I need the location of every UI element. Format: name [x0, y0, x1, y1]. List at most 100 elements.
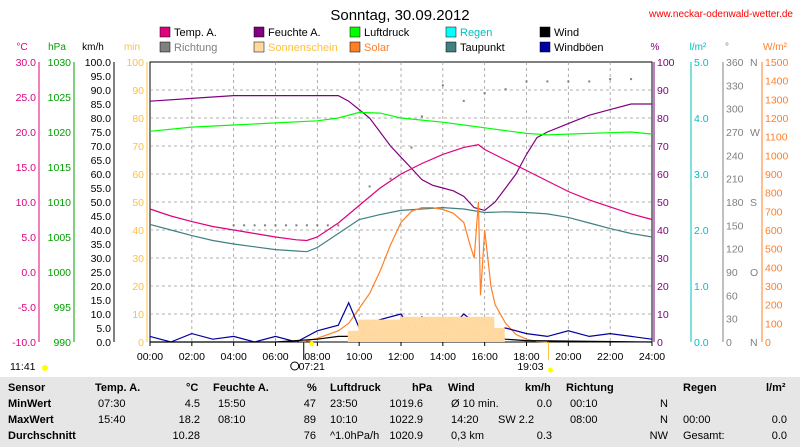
solar-tick-label: 400 [765, 262, 783, 274]
sunrise-icon [309, 341, 315, 347]
direction-point [232, 224, 235, 227]
wind-tick-label: 75.0 [91, 127, 112, 139]
direction-point [609, 78, 612, 81]
compass-label: W [750, 127, 760, 139]
direction-point [462, 99, 465, 102]
direction-point [305, 224, 308, 227]
stats-header-press: Luftdruck [330, 382, 381, 394]
stats-cell-rain-val: 0.0 [771, 430, 787, 442]
stats-cell-dir-time: 00:10 [570, 398, 598, 410]
solar-tick-label: 500 [765, 244, 783, 256]
stats-header-temp: Temp. A. [95, 382, 141, 394]
direction-point [284, 224, 287, 227]
solar-axis-unit: W/m² [763, 42, 788, 53]
stats-cell-dir-val: N [660, 398, 668, 410]
sunrise-label: 07:21 [299, 361, 325, 373]
rain-tick-label: 0.0 [694, 337, 709, 349]
sunshine-tick-label: 70 [132, 141, 144, 153]
direction-point [410, 146, 413, 149]
stats-header-sensor: Sensor [8, 382, 46, 394]
x-tick-label: 18:00 [513, 351, 539, 363]
stats-cell-temp-val: 10.28 [172, 430, 200, 442]
pressure-axis-unit: hPa [48, 42, 66, 53]
temp-tick-label: -5.0 [18, 302, 36, 314]
solar-tick-label: 100 [765, 318, 783, 330]
solar-tick-label: 1400 [765, 76, 789, 88]
pressure-tick-label: 1015 [48, 162, 72, 174]
legend-label: Taupunkt [460, 42, 505, 54]
compass-label: O [750, 267, 758, 279]
wind-tick-label: 15.0 [91, 295, 112, 307]
temp-tick-label: 0.0 [21, 267, 36, 279]
humidity-tick-label: 50 [657, 197, 669, 209]
solar-tick-label: 700 [765, 206, 783, 218]
stats-cell-wind-val: 0.0 [536, 398, 552, 410]
legend-label: Richtung [174, 42, 217, 54]
wind-tick-label: 10.0 [91, 309, 112, 321]
chart-title: Sonntag, 30.09.2012 [330, 7, 469, 24]
wind-tick-label: 90.0 [91, 85, 112, 97]
stats-header-dir: Richtung [566, 382, 614, 394]
statistics-table: Sensor Temp. A. °C Feuchte A. % Luftdruc… [0, 377, 800, 447]
wind-tick-label: 20.0 [91, 281, 112, 293]
stats-cell-rain-time: Gesamt: [683, 430, 725, 442]
chart-legend: Temp. A. Richtung Feuchte A. Sonnenschein Lu… [159, 26, 604, 54]
direction-point [567, 80, 570, 83]
direction-tick-label: 360 [726, 57, 744, 69]
legend-swatch [349, 26, 361, 38]
humidity-tick-label: 0 [657, 337, 663, 349]
series-line-feuchte-a- [149, 94, 652, 212]
x-tick-label: 02:00 [179, 351, 205, 363]
direction-point [264, 224, 267, 227]
x-tick-label: 08:00 [304, 351, 330, 363]
series-line-temp-a- [149, 143, 653, 242]
humidity-tick-label: 40 [657, 225, 669, 237]
sun-markers: 07:21 19:03 11:41 [10, 341, 553, 373]
direction-point [483, 92, 486, 95]
pressure-tick-label: 990 [53, 337, 71, 349]
direction-tick-label: 150 [726, 220, 744, 232]
wind-tick-label: 30.0 [91, 253, 112, 265]
wind-tick-label: 25.0 [91, 267, 112, 279]
legend-swatch [159, 26, 171, 38]
stats-cell-dir-time: 08:00 [570, 414, 598, 426]
moon-icon [290, 361, 300, 371]
x-tick-label: 12:00 [388, 351, 414, 363]
stats-cell-hum-val: 47 [303, 398, 316, 410]
pressure-tick-label: 1010 [48, 197, 72, 209]
x-tick-label: 10:00 [346, 351, 372, 363]
wind-tick-label: 45.0 [91, 211, 112, 223]
solar-tick-label: 200 [765, 300, 783, 312]
wind-tick-label: 0.0 [96, 337, 111, 349]
sunset-label: 19:03 [517, 361, 543, 373]
solar-tick-label: 1200 [765, 113, 789, 125]
legend-swatch [253, 41, 265, 53]
legend-swatch [539, 41, 551, 53]
direction-tick-label: 330 [726, 80, 744, 92]
plot-grid [150, 62, 652, 342]
wind-tick-label: 80.0 [91, 113, 112, 125]
compass-label: N [750, 57, 758, 69]
wind-tick-label: 85.0 [91, 99, 112, 111]
stats-cell-press-time: 23:50 [330, 398, 358, 410]
humidity-tick-label: 80 [657, 113, 669, 125]
direction-point [295, 224, 298, 227]
direction-tick-label: 90 [726, 267, 738, 279]
stats-cell-label: MaxWert [8, 414, 54, 426]
stats-cell-hum-val: 89 [303, 414, 316, 426]
pressure-tick-label: 1030 [48, 57, 72, 69]
legend-swatch [445, 41, 457, 53]
solar-tick-label: 300 [765, 281, 783, 293]
rain-axis-unit: l/m² [690, 42, 707, 53]
direction-point [337, 224, 340, 227]
moonset-icon [42, 365, 48, 371]
stats-header-temp-unit: °C [186, 382, 199, 394]
stats-cell-press-time: ^1.0hPa/h [330, 430, 380, 442]
sunshine-tick-label: 10 [132, 309, 144, 321]
stats-cell-hum-val: 76 [303, 430, 316, 442]
stats-cell-press-val: 1019.6 [389, 398, 423, 410]
stats-cell-label: Durchschnitt [8, 430, 76, 442]
solar-tick-label: 1100 [765, 132, 788, 144]
stats-cell-press-val: 1022.9 [389, 414, 423, 426]
humidity-tick-label: 100 [657, 57, 675, 69]
